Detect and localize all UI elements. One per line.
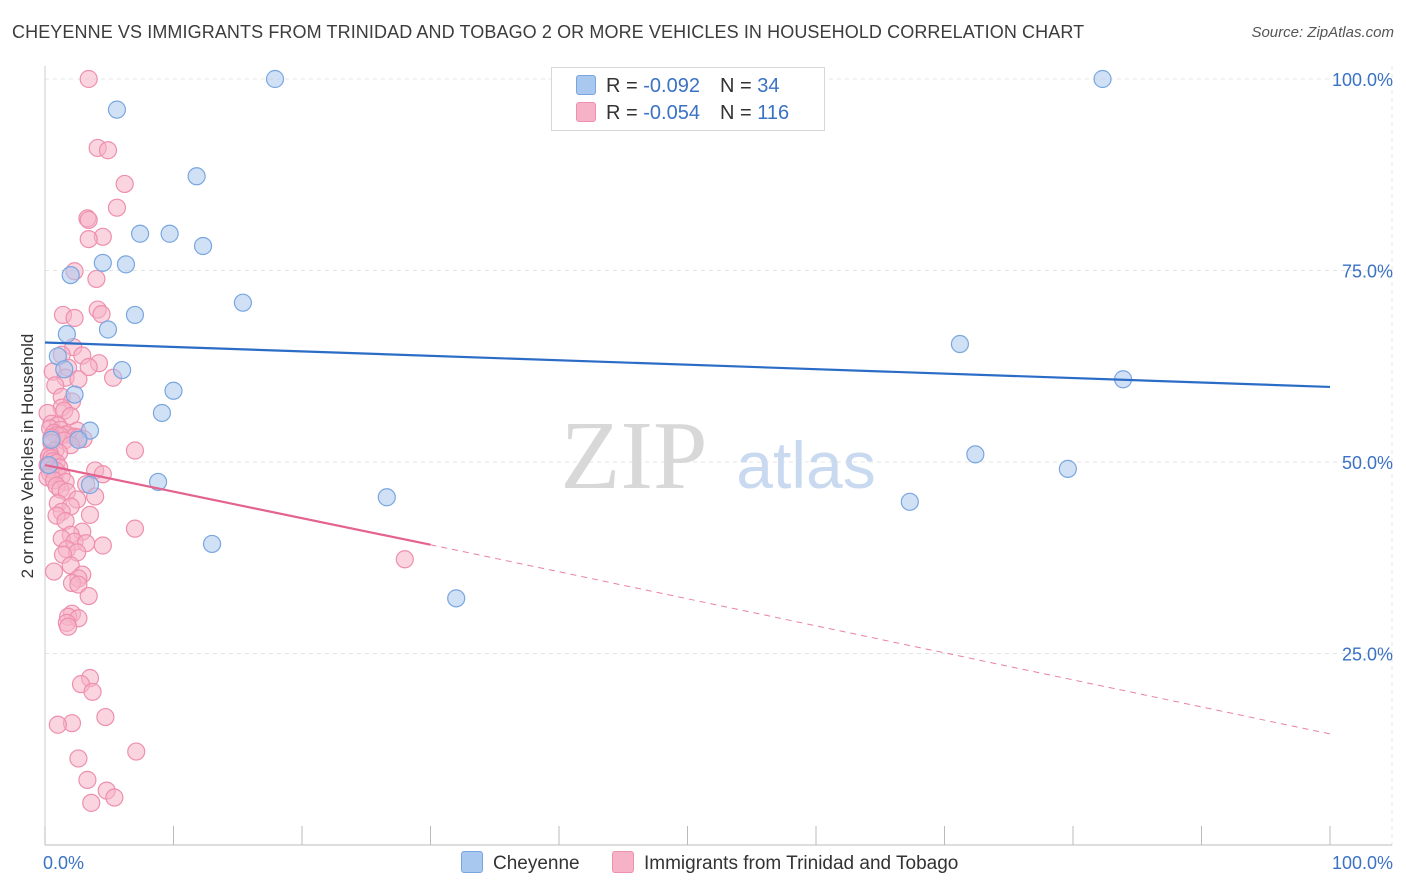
cheyenne-point — [98, 320, 118, 339]
legend-swatch-trinidad — [576, 102, 596, 122]
trinidad-point — [115, 174, 134, 194]
trinidad-point — [127, 742, 146, 761]
trinidad-point — [80, 505, 100, 524]
trinidad-point — [395, 550, 414, 569]
cheyenne-point — [148, 472, 168, 492]
trinidad-point — [79, 210, 98, 230]
trinidad-point — [48, 715, 67, 734]
cheyenne-point — [187, 167, 206, 186]
cheyenne-point — [107, 100, 127, 119]
bottom-legend-cheyenne: Cheyenne — [461, 851, 580, 875]
bottom-legend-swatch-trinidad — [612, 851, 634, 873]
cheyenne-point — [130, 224, 150, 243]
trinidad-point — [92, 305, 111, 324]
cheyenne-point — [265, 69, 285, 89]
cheyenne-point — [377, 488, 396, 507]
trinidad-point — [105, 788, 124, 807]
cheyenne-point — [966, 445, 985, 464]
y-tick-label: 100.0% — [1332, 70, 1393, 90]
trinidad-point — [125, 441, 145, 460]
cheyenne-point — [65, 385, 84, 404]
cheyenne-point — [193, 236, 213, 256]
trinidad-point — [69, 749, 88, 768]
cheyenne-point — [57, 324, 76, 344]
trinidad-point — [79, 586, 98, 606]
trinidad-point — [65, 308, 84, 328]
legend-r-value: -0.054 — [643, 102, 700, 124]
cheyenne-point — [447, 589, 466, 608]
trinidad-point — [93, 536, 112, 555]
legend-row-trinidad: R = -0.054 N = 116 — [576, 102, 789, 125]
y-tick-label: 25.0% — [1342, 645, 1393, 665]
cheyenne-point — [69, 430, 88, 449]
trinidad-point — [79, 357, 98, 377]
legend-row-cheyenne: R = -0.092 N = 34 — [576, 75, 779, 98]
legend-n-value: 116 — [757, 102, 790, 124]
cheyenne-point — [152, 403, 172, 423]
trinidad-point — [69, 575, 88, 594]
gridlines — [45, 66, 1393, 845]
cheyenne-point — [80, 475, 100, 495]
correlation-legend: R = -0.092 N = 34 R = -0.054 N = 116 — [551, 67, 825, 131]
y-tick-label: 50.0% — [1342, 453, 1393, 473]
legend-n-label: N = — [719, 75, 758, 97]
watermark-atlas: atlas — [736, 428, 875, 502]
watermark-zip: ZIP — [561, 402, 708, 510]
cheyenne-point — [233, 293, 252, 312]
bottom-legend-label: Cheyenne — [493, 853, 580, 874]
trinidad-trend-extension — [430, 544, 1331, 735]
x-tick-label: 100.0% — [1332, 853, 1393, 873]
axes — [44, 66, 1392, 846]
trinidad-point — [79, 69, 98, 89]
trinidad-point — [87, 269, 106, 289]
trinidad-point — [82, 793, 101, 812]
cheyenne-point — [160, 224, 179, 243]
legend-r-label: R = — [606, 75, 644, 97]
points-cheyenne — [39, 69, 1133, 608]
cheyenne-point — [61, 265, 80, 285]
trinidad-point — [69, 370, 88, 389]
trinidad-trend-line — [44, 463, 431, 546]
legend-r-label: R = — [606, 102, 644, 124]
legend-n-label: N = — [719, 102, 758, 124]
trinidad-point — [96, 707, 115, 727]
cheyenne-point — [55, 360, 74, 379]
cheyenne-point — [125, 305, 145, 325]
y-tick-label: 75.0% — [1342, 262, 1393, 282]
trinidad-point — [59, 617, 78, 636]
cheyenne-point — [116, 255, 136, 274]
chart-title: CHEYENNE VS IMMIGRANTS FROM TRINIDAD AND… — [12, 22, 1085, 42]
legend-swatch-cheyenne — [576, 75, 596, 95]
cheyenne-point — [1058, 459, 1077, 478]
cheyenne-point — [202, 534, 222, 554]
y-axis-label: 2 or more Vehicles in Household — [18, 333, 37, 579]
cheyenne-point — [950, 334, 970, 354]
cheyenne-trend-line — [44, 341, 1331, 389]
watermark: ZIP atlas — [561, 402, 876, 510]
trinidad-point — [98, 141, 118, 160]
trinidad-point — [79, 229, 98, 249]
cheyenne-point — [42, 430, 61, 449]
cheyenne-point — [1093, 69, 1112, 89]
cheyenne-point — [164, 381, 183, 400]
tick-labels: 25.0% 50.0% 75.0% 100.0% 0.0% 100.0% — [43, 70, 1393, 873]
source-label: Source: ZipAtlas.com — [1251, 24, 1394, 41]
bottom-legend-label: Immigrants from Trinidad and Tobago — [644, 853, 959, 874]
legend-r-value: -0.092 — [643, 75, 700, 97]
trinidad-point — [107, 198, 127, 217]
bottom-legend-swatch-cheyenne — [461, 851, 483, 873]
legend-n-value: 34 — [757, 75, 780, 97]
cheyenne-point — [93, 253, 112, 272]
trinidad-point — [44, 562, 64, 581]
trinidad-point — [83, 682, 102, 701]
bottom-legend-trinidad: Immigrants from Trinidad and Tobago — [612, 851, 958, 875]
points-trinidad — [38, 69, 414, 812]
trinidad-point — [125, 519, 145, 538]
trend-lines — [44, 341, 1331, 735]
cheyenne-point — [112, 360, 132, 380]
cheyenne-point — [900, 492, 919, 511]
trinidad-point — [78, 770, 97, 789]
x-tick-label: 0.0% — [43, 853, 84, 873]
